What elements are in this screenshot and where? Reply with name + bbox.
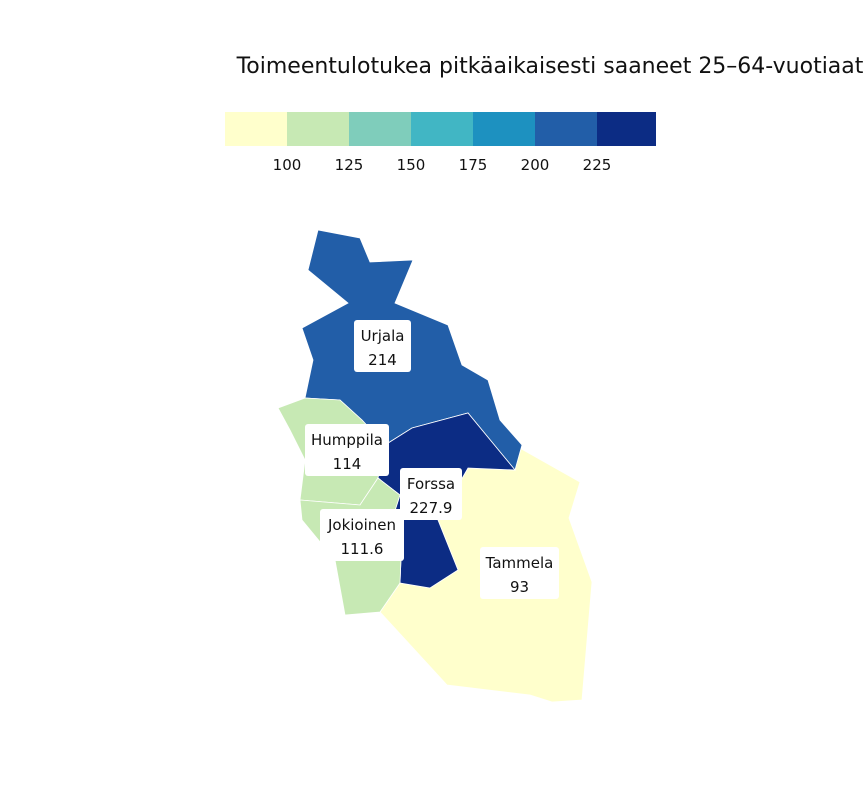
- legend-swatch-3: [411, 112, 473, 146]
- legend-swatch-6: [597, 112, 656, 146]
- label-humppila-name: Humppila: [311, 431, 383, 449]
- label-urjala-name: Urjala: [361, 327, 405, 345]
- legend-tick-175: 175: [459, 156, 488, 174]
- label-urjala: Urjala 214: [354, 320, 411, 372]
- label-jokioinen: Jokioinen 111.6: [320, 509, 404, 561]
- label-tammela-name: Tammela: [485, 554, 554, 572]
- legend-swatch-1: [287, 112, 349, 146]
- label-tammela: Tammela 93: [480, 547, 559, 599]
- label-tammela-value: 93: [510, 578, 529, 596]
- legend-tick-100: 100: [273, 156, 302, 174]
- legend-swatch-4: [473, 112, 535, 146]
- legend-swatch-0: [225, 112, 287, 146]
- label-jokioinen-name: Jokioinen: [327, 516, 396, 534]
- legend-swatch-2: [349, 112, 411, 146]
- label-humppila: Humppila 114: [305, 424, 389, 476]
- label-urjala-value: 214: [368, 351, 397, 369]
- region-labels: Urjala 214 Humppila 114 Forssa 227.9 Jok…: [305, 320, 559, 599]
- color-legend: 100 125 150 175 200 225: [225, 112, 656, 174]
- label-forssa: Forssa 227.9: [400, 468, 462, 520]
- label-humppila-value: 114: [333, 455, 362, 473]
- legend-tick-150: 150: [397, 156, 426, 174]
- label-forssa-name: Forssa: [407, 475, 455, 493]
- legend-tick-125: 125: [335, 156, 364, 174]
- legend-tick-200: 200: [521, 156, 550, 174]
- label-forssa-value: 227.9: [410, 499, 453, 517]
- legend-swatch-5: [535, 112, 597, 146]
- map-title: Toimeentulotukea pitkäaikaisesti saaneet…: [236, 54, 864, 79]
- label-jokioinen-value: 111.6: [341, 540, 384, 558]
- legend-tick-225: 225: [583, 156, 612, 174]
